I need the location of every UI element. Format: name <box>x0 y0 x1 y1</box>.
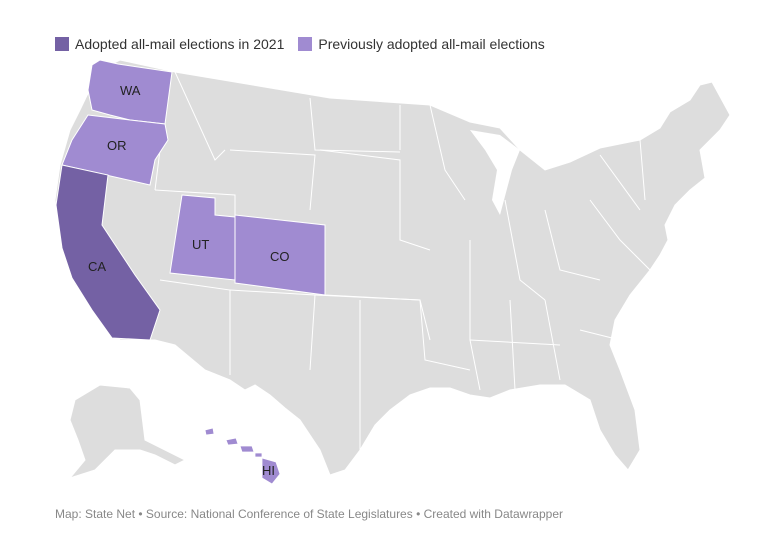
legend-item-previous: Previously adopted all-mail elections <box>298 36 545 52</box>
footer-credit: Map: State Net • Source: National Confer… <box>55 507 564 521</box>
alaska-shape <box>68 384 187 479</box>
us-base-outline <box>54 59 731 476</box>
legend-item-2021: Adopted all-mail elections in 2021 <box>55 36 284 52</box>
state-oregon[interactable] <box>61 114 169 186</box>
legend-label-2021: Adopted all-mail elections in 2021 <box>75 36 285 52</box>
state-california[interactable] <box>55 164 161 341</box>
state-colorado[interactable] <box>234 214 326 296</box>
state-label-or: OR <box>107 138 127 153</box>
state-label-wa: WA <box>120 83 141 98</box>
legend-swatch-2021 <box>55 37 69 51</box>
legend: Adopted all-mail elections in 2021 Previ… <box>55 36 545 52</box>
state-label-hi: HI <box>262 463 275 478</box>
legend-swatch-previous <box>298 37 313 51</box>
legend-label-previous: Previously adopted all-mail elections <box>318 36 545 52</box>
hawaii-shape <box>204 427 281 485</box>
state-label-ut: UT <box>192 237 209 252</box>
state-label-co: CO <box>270 249 290 264</box>
great-lakes <box>470 130 520 215</box>
state-label-ca: CA <box>88 259 106 274</box>
